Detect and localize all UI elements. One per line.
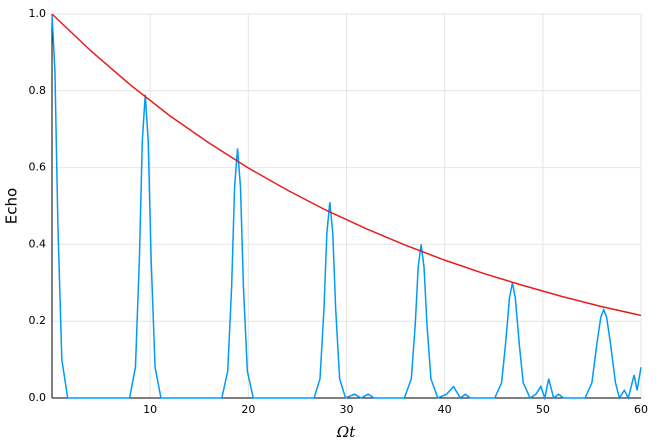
x-tick-label: 10 bbox=[143, 403, 157, 416]
y-tick-label: 0.4 bbox=[29, 237, 47, 250]
x-tick-label: 20 bbox=[241, 403, 255, 416]
x-tick-label: 30 bbox=[340, 403, 354, 416]
x-tick-label: 60 bbox=[634, 403, 648, 416]
y-axis-label: Echo bbox=[3, 188, 21, 224]
y-tick-label: 0.6 bbox=[29, 161, 47, 174]
series-line bbox=[51, 13, 642, 317]
x-tick-label: 50 bbox=[536, 403, 550, 416]
y-tick-label: 0.2 bbox=[29, 314, 47, 327]
x-tick-label: 40 bbox=[438, 403, 452, 416]
x-axis-label: Ωt bbox=[336, 423, 356, 441]
y-tick-label: 0.8 bbox=[29, 84, 47, 97]
series-line bbox=[51, 13, 642, 401]
y-tick-label: 1.0 bbox=[29, 7, 47, 20]
y-tick-label: 0.0 bbox=[29, 391, 47, 404]
